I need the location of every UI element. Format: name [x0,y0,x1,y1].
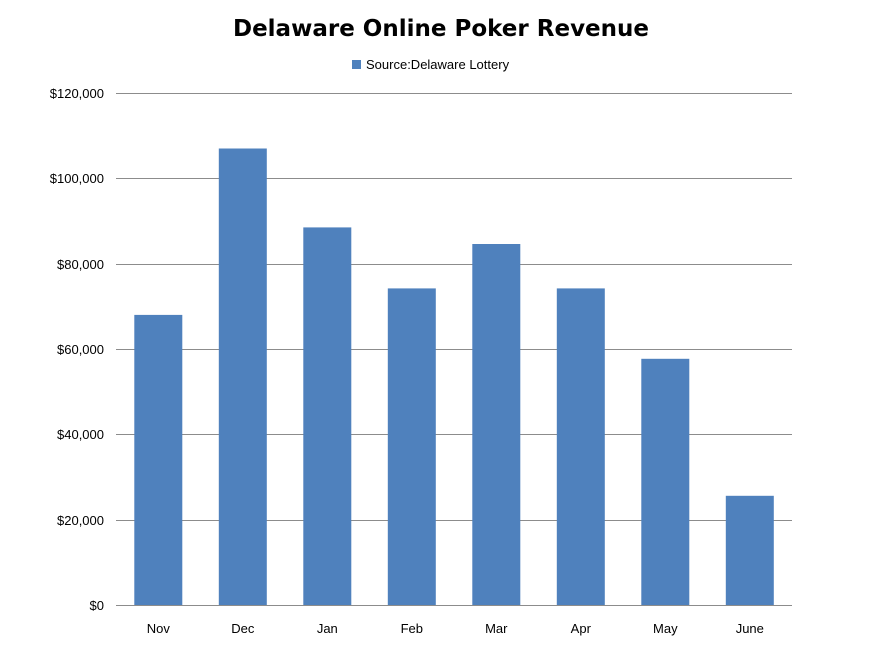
x-tick-label: Dec [231,621,255,636]
x-tick-label: Mar [485,621,508,636]
x-tick-label: May [653,621,678,636]
y-tick-label: $40,000 [57,427,104,442]
bar-feb [387,288,436,605]
x-tick-label: Feb [401,621,423,636]
y-tick-label: $100,000 [50,171,104,186]
x-tick-label: Nov [147,621,171,636]
bar-june [725,495,774,605]
legend: Source:Delaware Lottery [352,57,510,72]
bar-jan [303,227,352,605]
chart-title: Delaware Online Poker Revenue [233,16,649,42]
bar-dec [218,148,267,605]
bars [134,148,774,605]
bar-mar [472,244,521,605]
x-axis-tick-labels: Nov Dec Jan Feb Mar Apr May June [147,621,764,636]
y-tick-label: $60,000 [57,342,104,357]
gridlines [116,93,792,606]
legend-swatch [352,60,361,69]
y-tick-label: $0 [90,598,104,613]
legend-label: Source:Delaware Lottery [366,57,510,72]
y-tick-label: $120,000 [50,86,104,101]
bar-may [641,358,690,605]
x-tick-label: Apr [571,621,592,636]
x-tick-label: June [736,621,764,636]
bar-apr [556,288,605,605]
y-axis-tick-labels: $0 $20,000 $40,000 $60,000 $80,000 $100,000 $1… [50,86,104,613]
y-tick-label: $80,000 [57,257,104,272]
y-tick-label: $20,000 [57,513,104,528]
bar-nov [134,314,183,605]
x-tick-label: Jan [317,621,338,636]
